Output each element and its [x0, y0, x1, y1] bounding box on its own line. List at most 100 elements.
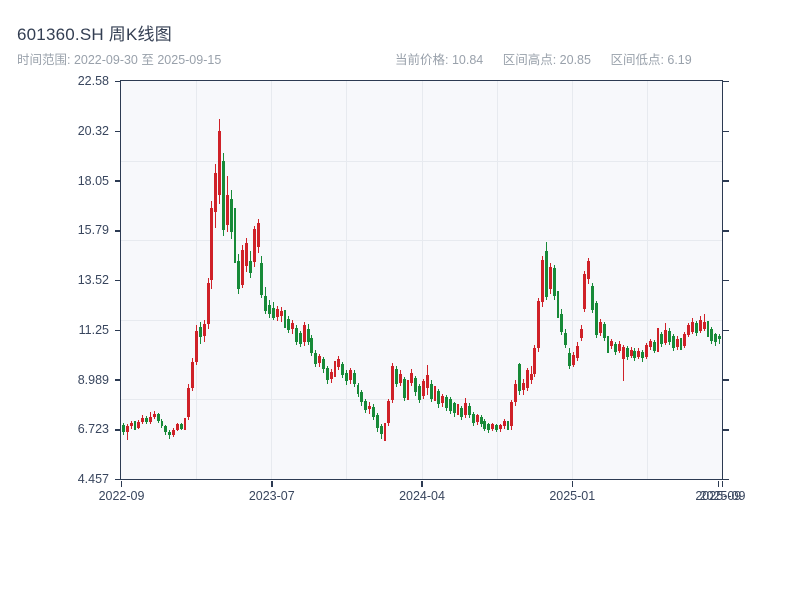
y-tick-label: 20.32	[77, 123, 109, 138]
candle-body	[425, 374, 429, 388]
candle-body	[302, 325, 306, 342]
candle-body	[564, 333, 568, 346]
candle-body	[498, 425, 502, 430]
candle-body	[671, 336, 675, 349]
v-gridline	[346, 81, 348, 479]
y-axis-tick-right	[723, 329, 729, 331]
candle-body	[356, 384, 360, 394]
y-tick-label: 22.58	[77, 74, 109, 88]
candle-body	[479, 416, 483, 425]
candle-body	[637, 350, 641, 358]
candle-body	[429, 383, 433, 399]
candle-body	[625, 348, 629, 358]
candle-body	[410, 372, 414, 383]
y-axis-tick-right	[723, 429, 729, 431]
candle-body	[352, 372, 356, 384]
candle-body	[606, 338, 610, 348]
y-axis-tick-right	[723, 80, 729, 83]
y-axis-tick	[115, 379, 121, 381]
candle-body	[183, 420, 187, 429]
candle-body	[710, 328, 714, 341]
candle-body	[295, 327, 298, 342]
range-low-stat: 区间低点: 6.19	[610, 53, 692, 67]
candle-body	[652, 341, 656, 351]
candle-body	[321, 359, 325, 370]
candle-body	[537, 301, 541, 349]
candle-body	[287, 318, 291, 330]
candle-body	[133, 423, 137, 428]
candle-body	[595, 303, 598, 336]
candle-body	[694, 323, 698, 334]
candle-body	[314, 352, 318, 364]
candle-body	[552, 268, 556, 296]
candle-body	[164, 426, 168, 432]
y-axis-tick	[115, 478, 121, 481]
y-axis-tick-right	[723, 180, 729, 182]
candle-body	[241, 249, 245, 285]
candle-body	[664, 329, 668, 343]
candle-body	[310, 337, 314, 353]
candle-body	[460, 407, 464, 417]
candle-body	[660, 334, 664, 345]
y-tick-label: 18.05	[77, 173, 109, 188]
candle-body	[202, 324, 206, 337]
candle-body	[714, 334, 718, 342]
candle-body	[283, 313, 287, 325]
candle-body	[452, 403, 456, 414]
candle-body	[364, 401, 368, 410]
candle-body	[264, 295, 268, 312]
candle-body	[483, 420, 487, 429]
candle-body	[395, 369, 398, 384]
y-tick-label: 4.457	[77, 472, 109, 486]
x-tick-label: 2023-07	[248, 489, 295, 503]
candle-body	[579, 328, 583, 338]
y-axis-tick	[115, 80, 121, 83]
candle-body	[375, 415, 379, 428]
v-gridline	[271, 81, 273, 479]
candle-body	[345, 372, 348, 382]
candle-body	[556, 296, 560, 315]
candle-body	[518, 363, 521, 392]
candle-body	[648, 340, 652, 348]
candle-body	[575, 346, 579, 359]
candle-body	[464, 403, 468, 416]
candle-body	[487, 424, 491, 430]
candle-body	[475, 415, 479, 423]
candle-body	[545, 250, 548, 297]
candle-body	[214, 172, 218, 213]
candle-body	[448, 398, 452, 412]
y-axis-tick	[115, 329, 121, 331]
candle-body	[691, 322, 695, 332]
candle-body	[391, 366, 395, 401]
candle-body	[260, 262, 264, 295]
candle-body	[571, 355, 575, 365]
x-tick-label: 2025-09	[699, 489, 746, 503]
v-gridline	[421, 81, 423, 479]
y-axis-tick	[115, 429, 121, 431]
candle-body	[341, 363, 345, 375]
candle-body	[368, 405, 372, 409]
x-tick-label: 2025-01	[549, 489, 596, 503]
candle-body	[502, 420, 506, 427]
page-title: 601360.SH 周K线图	[17, 25, 172, 44]
y-tick-label: 6.723	[77, 422, 109, 437]
candle-body	[387, 401, 391, 424]
candle-body	[198, 326, 202, 338]
candle-body	[510, 402, 514, 427]
candle-body	[598, 322, 602, 334]
candle-body	[210, 207, 214, 281]
candle-wick	[126, 424, 128, 440]
candle-body	[587, 260, 591, 280]
candle-body	[548, 267, 552, 290]
candle-body	[583, 273, 587, 309]
y-tick-label: 13.52	[77, 273, 109, 287]
y-axis-tick	[115, 230, 121, 232]
candle-body	[541, 259, 545, 303]
y-axis-tick-right	[723, 130, 729, 132]
x-axis-tick	[120, 481, 123, 487]
candle-body	[233, 213, 237, 259]
x-axis-tick	[717, 481, 720, 487]
range-high-stat: 区间高点: 20.85	[502, 53, 591, 67]
candle-body	[129, 423, 133, 427]
y-tick-label: 8.989	[77, 372, 109, 387]
